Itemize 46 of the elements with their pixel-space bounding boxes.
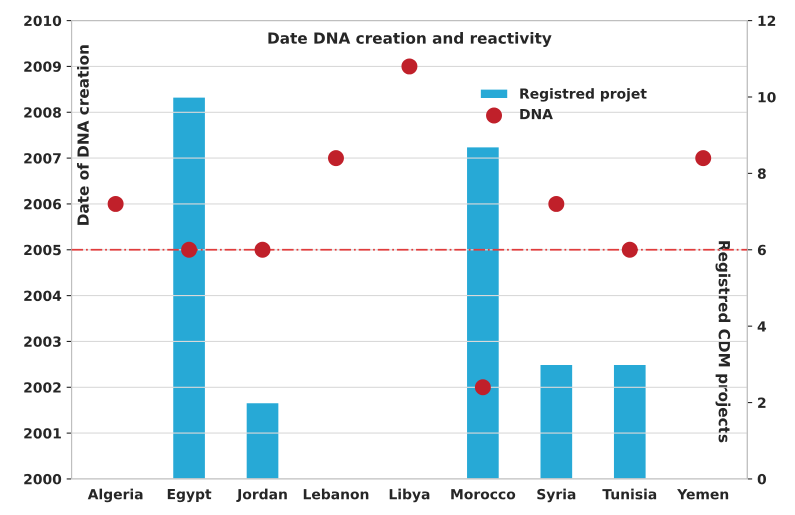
- y-tick-label: 2007: [24, 153, 61, 164]
- x-tick-label: Lebanon: [304, 488, 368, 500]
- y-tick-label: 2003: [24, 336, 61, 347]
- y-tick-label: 2001: [24, 428, 61, 439]
- y-tick-label: 2006: [24, 198, 62, 210]
- point: [108, 196, 124, 212]
- legend-label: DNA: [520, 109, 553, 120]
- y2-tick-label: 6: [758, 244, 766, 256]
- y2-tick-label: 12: [758, 16, 776, 26]
- x-tick-label: Jordan: [236, 488, 287, 502]
- x-tick-label: Yemen: [677, 489, 728, 500]
- x-tick-label: Syria: [537, 488, 576, 502]
- bar: [466, 146, 500, 479]
- y-tick-label: 2002: [24, 382, 61, 393]
- y-tick-label: 2000: [24, 474, 62, 484]
- point: [254, 242, 270, 258]
- point: [181, 242, 198, 258]
- point: [695, 150, 712, 166]
- bar: [539, 364, 574, 479]
- x-tick-label: Libya: [390, 488, 430, 502]
- y2-tick-label: 10: [758, 92, 776, 102]
- point: [622, 242, 638, 258]
- point: [474, 379, 491, 396]
- y-tick-label: 2005: [24, 244, 61, 256]
- y2-tick-label: 2: [758, 398, 766, 408]
- point: [328, 150, 344, 166]
- x-tick-label: Algeria: [88, 488, 142, 502]
- y-tick-label: 2010: [24, 16, 62, 26]
- legend-label: Registred projet: [520, 88, 647, 102]
- x-tick-label: Morocco: [451, 489, 516, 500]
- point: [548, 196, 564, 212]
- bar: [612, 364, 647, 479]
- y2-tick-label: 0: [758, 474, 766, 484]
- x-tick-label: Egypt: [168, 488, 212, 502]
- point: [401, 58, 418, 74]
- bar: [245, 402, 280, 479]
- text: Date DNA creation and reactivity: [268, 32, 552, 47]
- y2-tick-label: 8: [758, 168, 766, 179]
- y2-tick-label: 4: [758, 321, 766, 332]
- x-tick-label: Tunisia: [602, 488, 656, 500]
- y2-axis-title: Registred CDM projects: [716, 241, 730, 442]
- y-tick-label: 2008: [24, 107, 61, 118]
- bar: [172, 96, 206, 479]
- y-axis-title: Date of DNA creation: [77, 45, 89, 225]
- y-tick-label: 2004: [24, 290, 62, 302]
- y-tick-label: 2009: [24, 61, 61, 72]
